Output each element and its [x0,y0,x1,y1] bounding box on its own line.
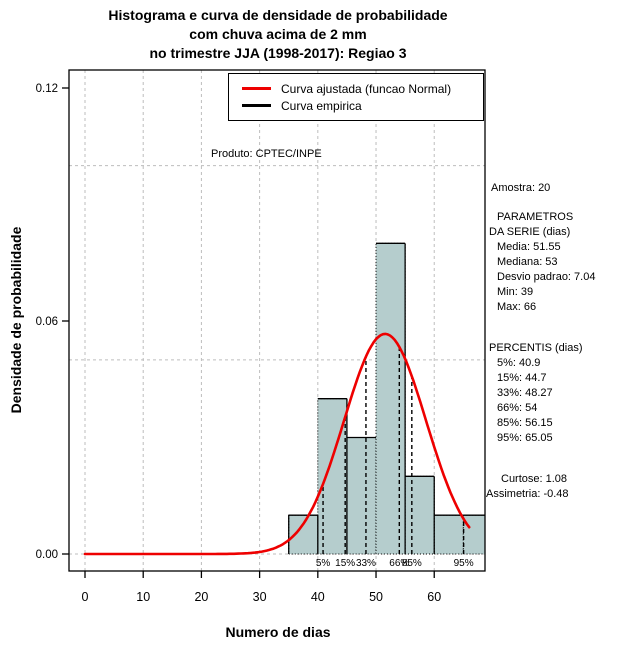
x-tick-label: 30 [253,590,267,604]
histogram-bar [375,242,406,555]
x-tick-label: 50 [369,590,383,604]
percentile-tick-label: 95% [454,558,474,569]
percentile-66-label: 66%: 54 [497,402,538,414]
red-line-sample [242,87,271,90]
histogram-bar [346,437,377,555]
legend-item-fitted: Curva ajustada (funcao Normal) [242,80,483,97]
x-tick-label: 10 [136,590,150,604]
percentile-tick-label: 85% [402,558,422,569]
y-tick-label: 0.00 [36,549,58,561]
normal-curve [83,332,471,556]
parameters-title-line-2: DA SERIE (dias) [489,226,571,238]
skewness-label: Assimetria: -0.48 [486,488,569,500]
chart-title: Histograma e curva de densidade de proba… [0,6,556,63]
y-tick-label: 0.06 [36,316,58,328]
mean-label: Media: 51.55 [497,241,561,253]
x-tick-label: 20 [194,590,208,604]
moments-block: Curtose: 1.08 Assimetria: -0.48 [486,472,569,502]
percentile-5-label: 5%: 40.9 [497,357,541,369]
x-tick-label: 40 [311,590,325,604]
median-label: Mediana: 53 [497,256,558,268]
x-axis-label: Numero de dias [225,624,331,640]
sample-size-label: Amostra: 20 [491,182,551,194]
stdev-label: Desvio padrao: 7.04 [497,271,596,283]
percentile-tick-label: 66% [389,558,409,569]
histogram-bar [433,514,464,555]
percentiles-block: PERCENTIS (dias) 5%: 40.9 15%: 44.7 33%:… [489,341,583,446]
percentiles-title: PERCENTIS (dias) [489,342,583,354]
y-tick-label: 0.12 [36,83,58,95]
y-axis-label: Densidade de probabilidade [8,226,24,414]
series-parameters-block: PARAMETROS DA SERIE (dias) Media: 51.55 … [489,210,595,315]
x-tick-label: 60 [427,590,441,604]
black-line-sample [242,104,271,107]
chart-title-line-1: Histograma e curva de densidade de proba… [108,7,448,23]
legend-item-fitted-label: Curva ajustada (funcao Normal) [281,81,452,96]
x-tick-label: 0 [82,590,89,604]
legend: Curva ajustada (funcao Normal) Curva emp… [228,73,484,121]
legend-item-empirical: Curva empirica [242,97,483,114]
chart-title-line-3: no trimestre JJA (1998-2017): Regiao 3 [149,45,407,61]
percentile-tick-label: 33% [356,558,376,569]
percentile-15-label: 15%: 44.7 [497,372,547,384]
kurtosis-label: Curtose: 1.08 [501,473,568,485]
parameters-title-line-1: PARAMETROS [497,211,574,223]
product-annotation: Produto: CPTEC/INPE [211,148,322,160]
min-label: Min: 39 [497,286,534,298]
percentile-85-label: 85%: 56.15 [497,417,553,429]
max-label: Max: 66 [497,301,537,313]
histogram-bar [404,475,435,555]
percentile-33-label: 33%: 48.27 [497,387,553,399]
percentile-95-label: 95%: 65.05 [497,432,553,444]
legend-item-empirical-label: Curva empirica [281,98,362,113]
percentile-tick-label: 15% [335,558,355,569]
percentile-tick-label: 5% [316,558,331,569]
chart-title-line-2: com chuva acima de 2 mm [189,26,367,42]
histogram-bar [462,514,486,555]
